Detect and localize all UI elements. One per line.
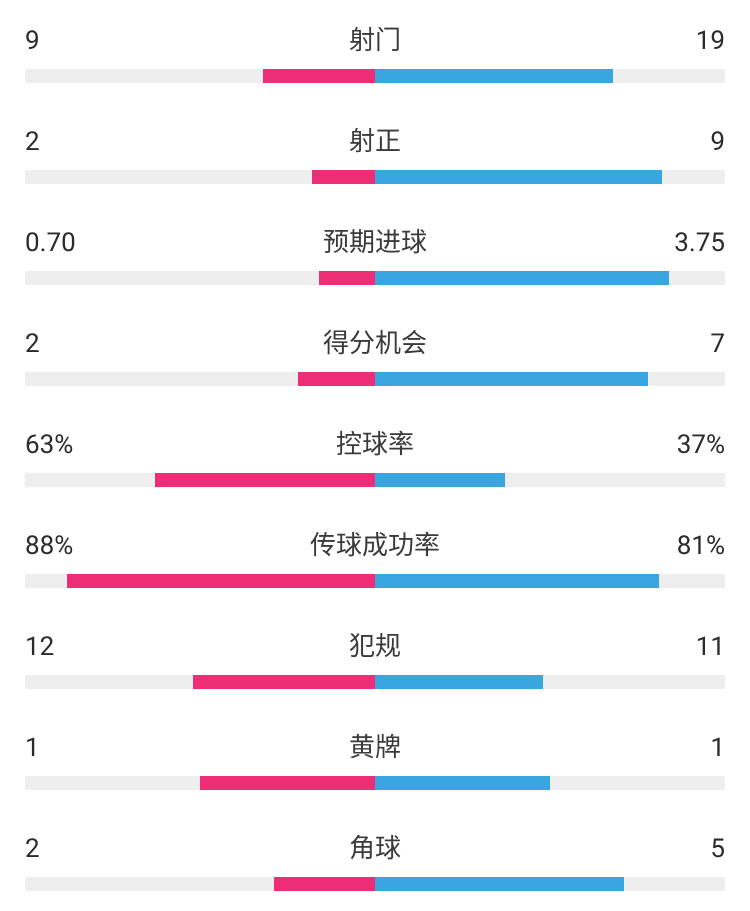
stat-bar-left bbox=[298, 372, 375, 386]
stat-bar bbox=[25, 574, 725, 588]
stat-bar-left bbox=[67, 574, 375, 588]
stat-row: 0.70预期进球3.75 bbox=[25, 222, 725, 285]
stat-bar bbox=[25, 372, 725, 386]
stat-value-right: 7 bbox=[665, 329, 725, 359]
stat-name: 黄牌 bbox=[85, 727, 665, 764]
stat-name: 传球成功率 bbox=[85, 525, 665, 562]
stat-bar-right bbox=[375, 473, 505, 487]
stat-labels: 2得分机会7 bbox=[25, 323, 725, 360]
stat-name: 预期进球 bbox=[85, 222, 665, 259]
stat-value-right: 11 bbox=[665, 632, 725, 662]
stat-name: 犯规 bbox=[85, 626, 665, 663]
stat-row: 9射门19 bbox=[25, 20, 725, 83]
stat-labels: 1黄牌1 bbox=[25, 727, 725, 764]
stat-bar-left bbox=[263, 69, 375, 83]
stat-row: 1黄牌1 bbox=[25, 727, 725, 790]
stat-bar-left bbox=[193, 675, 375, 689]
stat-bar bbox=[25, 877, 725, 891]
stat-name: 射正 bbox=[85, 121, 665, 158]
stat-bar-right bbox=[375, 170, 662, 184]
stat-labels: 0.70预期进球3.75 bbox=[25, 222, 725, 259]
stat-labels: 2角球5 bbox=[25, 828, 725, 865]
stat-bar-right bbox=[375, 372, 648, 386]
stat-value-right: 81% bbox=[665, 531, 725, 561]
stat-value-right: 9 bbox=[665, 127, 725, 157]
stat-row: 12犯规11 bbox=[25, 626, 725, 689]
stat-labels: 2射正9 bbox=[25, 121, 725, 158]
stat-row: 63%控球率37% bbox=[25, 424, 725, 487]
stat-labels: 12犯规11 bbox=[25, 626, 725, 663]
stat-value-right: 37% bbox=[665, 430, 725, 460]
stat-bar-right bbox=[375, 574, 659, 588]
stat-value-right: 3.75 bbox=[665, 228, 725, 258]
stat-bar-right bbox=[375, 69, 613, 83]
stat-bar-right bbox=[375, 271, 669, 285]
stat-labels: 63%控球率37% bbox=[25, 424, 725, 461]
stat-bar bbox=[25, 776, 725, 790]
stat-value-left: 88% bbox=[25, 531, 85, 561]
stat-bar bbox=[25, 170, 725, 184]
stat-labels: 88%传球成功率81% bbox=[25, 525, 725, 562]
stat-row: 2得分机会7 bbox=[25, 323, 725, 386]
stat-name: 射门 bbox=[85, 20, 665, 57]
stat-name: 控球率 bbox=[85, 424, 665, 461]
stat-value-left: 0.70 bbox=[25, 228, 85, 258]
stat-value-right: 19 bbox=[665, 26, 725, 56]
stat-bar-right bbox=[375, 877, 624, 891]
stat-bar-left bbox=[274, 877, 376, 891]
stat-bar-right bbox=[375, 776, 550, 790]
stat-row: 88%传球成功率81% bbox=[25, 525, 725, 588]
stat-value-right: 1 bbox=[665, 733, 725, 763]
stat-bar-left bbox=[155, 473, 376, 487]
stat-row: 2射正9 bbox=[25, 121, 725, 184]
stat-value-left: 63% bbox=[25, 430, 85, 460]
stat-value-left: 2 bbox=[25, 329, 85, 359]
stat-bar bbox=[25, 69, 725, 83]
stat-bar bbox=[25, 473, 725, 487]
stat-value-left: 2 bbox=[25, 834, 85, 864]
stat-value-left: 9 bbox=[25, 26, 85, 56]
stat-value-left: 1 bbox=[25, 733, 85, 763]
stat-name: 角球 bbox=[85, 828, 665, 865]
stat-bar bbox=[25, 271, 725, 285]
stat-bar-left bbox=[312, 170, 375, 184]
stat-value-left: 12 bbox=[25, 632, 85, 662]
stat-labels: 9射门19 bbox=[25, 20, 725, 57]
stat-bar-right bbox=[375, 675, 543, 689]
stat-name: 得分机会 bbox=[85, 323, 665, 360]
stat-bar-left bbox=[319, 271, 375, 285]
stat-bar bbox=[25, 675, 725, 689]
match-stats-container: 9射门192射正90.70预期进球3.752得分机会763%控球率37%88%传… bbox=[25, 20, 725, 891]
stat-bar-left bbox=[200, 776, 375, 790]
stat-value-left: 2 bbox=[25, 127, 85, 157]
stat-value-right: 5 bbox=[665, 834, 725, 864]
